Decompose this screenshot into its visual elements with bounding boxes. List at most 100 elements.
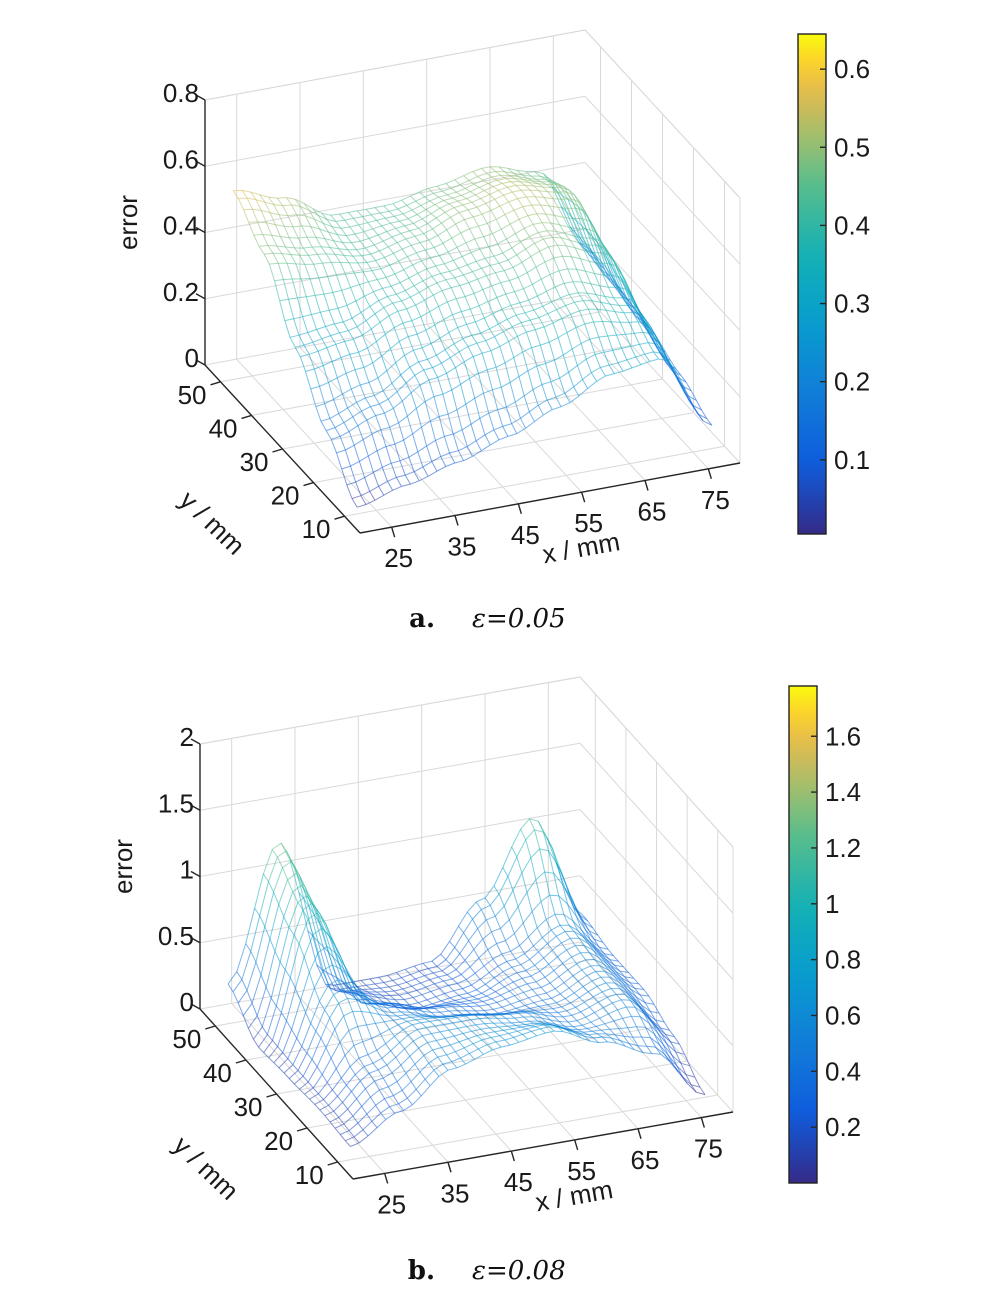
surface-mesh-segment — [489, 166, 496, 172]
surface-mesh-segment — [380, 429, 387, 447]
surface-mesh-segment — [316, 1066, 323, 1075]
surface-mesh-segment — [493, 255, 500, 264]
surface-mesh-segment — [447, 1018, 454, 1024]
surface-mesh-segment — [671, 1054, 682, 1064]
surface-mesh-segment — [544, 970, 555, 978]
surface-mesh-segment — [460, 1053, 470, 1059]
surface-mesh-segment — [390, 222, 397, 229]
surface-mesh-segment — [436, 959, 447, 967]
surface-mesh-segment — [643, 331, 653, 335]
surface-mesh-segment — [585, 959, 591, 967]
surface-mesh-segment — [650, 1037, 657, 1048]
surface-mesh-segment — [434, 319, 444, 326]
surface-mesh-segment — [450, 964, 457, 970]
surface-mesh-segment — [684, 389, 695, 408]
surface-mesh-segment — [241, 189, 251, 193]
surface-mesh-segment — [367, 1127, 378, 1137]
surface-mesh-segment — [477, 998, 484, 1002]
surface-mesh-segment — [457, 327, 464, 339]
surface-mesh-segment — [604, 1023, 611, 1030]
surface-mesh-segment — [460, 228, 470, 234]
surface-mesh-segment — [503, 1028, 513, 1031]
surface-mesh-segment — [561, 313, 571, 319]
surface-mesh-segment — [623, 1036, 630, 1044]
surface-mesh-segment — [460, 311, 468, 325]
surface-mesh-segment — [404, 1048, 411, 1057]
surface-mesh-segment — [414, 1014, 420, 1018]
surface-mesh-segment — [680, 1062, 690, 1067]
surface-mesh-segment — [489, 1026, 499, 1029]
surface-mesh-segment — [329, 1121, 336, 1129]
surface-mesh-segment — [381, 994, 391, 997]
surface-mesh-segment — [320, 421, 327, 431]
surface-mesh-segment — [526, 177, 533, 182]
surface-mesh-segment — [531, 901, 542, 912]
surface-mesh-segment — [302, 314, 312, 318]
surface-mesh-segment — [653, 337, 660, 345]
surface-mesh-segment — [246, 990, 253, 1004]
surface-mesh-segment — [357, 261, 367, 264]
surface-mesh-segment — [507, 184, 517, 188]
surface-mesh-segment — [586, 938, 593, 946]
surface-mesh-segment — [581, 969, 588, 976]
surface-mesh-segment — [606, 309, 616, 313]
surface-mesh-segment — [338, 248, 345, 256]
surface-mesh-segment — [405, 471, 415, 476]
surface-mesh-segment — [483, 317, 490, 330]
surface-mesh-segment — [316, 254, 323, 264]
surface-mesh-segment — [573, 907, 580, 915]
surface-mesh-segment — [378, 1003, 385, 1006]
surface-mesh-segment — [302, 316, 309, 333]
surface-mesh-segment — [386, 1006, 396, 1009]
surface-mesh-segment — [590, 1017, 600, 1023]
surface-mesh-segment — [576, 228, 584, 239]
surface-mesh-segment — [521, 857, 532, 874]
surface-mesh-segment — [368, 1000, 375, 1008]
surface-mesh-segment — [432, 228, 439, 236]
surface-mesh-segment — [415, 978, 421, 984]
surface-mesh-segment — [345, 1136, 355, 1142]
surface-mesh-segment — [584, 929, 591, 941]
surface-mesh-segment — [446, 974, 453, 980]
surface-mesh-segment — [660, 1053, 670, 1062]
surface-mesh-segment — [330, 439, 337, 454]
surface-mesh-segment — [418, 970, 425, 977]
surface-mesh-segment — [605, 982, 612, 989]
surface-mesh-segment — [592, 949, 599, 958]
surface-mesh-segment — [402, 320, 413, 324]
surface-mesh-segment — [320, 914, 327, 924]
surface-mesh-segment — [580, 258, 590, 262]
side-wall-gridline — [584, 95, 741, 265]
surface-mesh-segment — [436, 1037, 446, 1041]
surface-mesh-segment — [330, 262, 338, 276]
surface-mesh-segment — [401, 195, 411, 201]
surface-mesh-segment — [400, 1064, 407, 1074]
surface-mesh-segment — [366, 207, 376, 210]
surface-mesh-segment — [319, 386, 326, 404]
surface-mesh-segment — [308, 210, 315, 220]
surface-mesh-segment — [339, 988, 345, 992]
surface-mesh-segment — [561, 1002, 571, 1008]
surface-mesh-segment — [559, 297, 567, 306]
surface-mesh-segment — [331, 435, 341, 440]
surface-mesh-segment — [574, 232, 585, 249]
surface-mesh-segment — [398, 256, 408, 262]
surface-mesh-segment — [265, 951, 276, 988]
surface-mesh-segment — [260, 210, 267, 223]
surface-mesh-segment — [443, 314, 453, 320]
surface-mesh-segment — [580, 1006, 590, 1013]
surface-mesh-segment — [373, 1006, 384, 1012]
surface-mesh-segment — [312, 338, 322, 343]
surface-mesh-segment — [539, 175, 546, 180]
surface-mesh-segment — [403, 439, 410, 458]
surface-mesh-segment — [461, 1006, 467, 1012]
surface-mesh-segment — [340, 228, 347, 236]
surface-mesh-segment — [451, 383, 461, 391]
x-tick-mark — [383, 1173, 389, 1184]
surface-mesh-segment — [350, 287, 357, 302]
surface-mesh-segment — [578, 1028, 588, 1031]
surface-mesh-segment — [609, 303, 619, 306]
surface-mesh-segment — [367, 281, 374, 292]
surface-mesh-segment — [299, 876, 306, 888]
surface-mesh-segment — [419, 968, 429, 972]
